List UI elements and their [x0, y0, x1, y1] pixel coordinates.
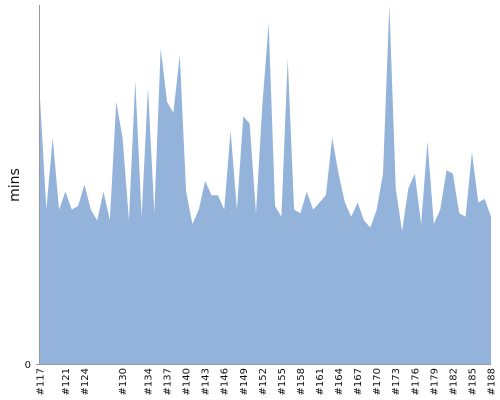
x-tick-label: #152	[258, 368, 269, 395]
x-tick-label: #134	[143, 368, 154, 395]
x-tick-label: #117	[36, 368, 47, 395]
x-tick-label: #137	[163, 368, 174, 395]
x-tick-label: #161	[315, 368, 326, 395]
x-tick-label: #182	[448, 368, 459, 395]
x-tick-label: #164	[334, 368, 345, 395]
x-tick-label: #124	[80, 368, 91, 395]
y-tick-label-0: 0	[25, 360, 31, 371]
x-tick-label: #170	[372, 368, 383, 395]
x-tick-label: #173	[391, 368, 402, 395]
y-axis-title: mins	[7, 168, 23, 202]
x-tick-label: #146	[220, 368, 231, 395]
x-tick-label: #179	[429, 368, 440, 395]
series-area	[40, 5, 491, 364]
x-tick-label: #185	[467, 368, 478, 395]
x-tick-label: #140	[182, 368, 193, 395]
x-tick-label: #158	[296, 368, 307, 395]
x-tick-label: #143	[201, 368, 212, 395]
x-tick-label: #149	[239, 368, 250, 395]
x-tick-label: #121	[61, 368, 72, 395]
x-tick-label: #188	[487, 368, 498, 395]
x-tick-label: #167	[353, 368, 364, 395]
x-tick-label: #155	[277, 368, 288, 395]
x-tick-label: #130	[118, 368, 129, 395]
x-tick-label: #176	[410, 368, 421, 395]
x-axis-ticks: #117 #121 #124 #130 #134 #137 #140 #143 #146 #149…	[36, 368, 498, 395]
